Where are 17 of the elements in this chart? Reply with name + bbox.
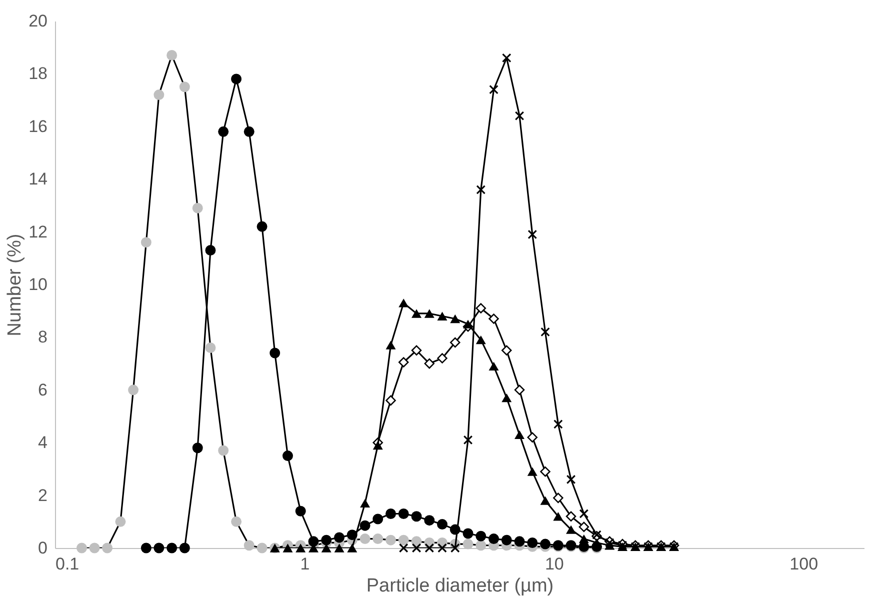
y-tick-label: 12: [28, 222, 48, 242]
y-tick-label: 4: [38, 433, 48, 452]
y-tick-label: 8: [38, 328, 48, 347]
x-axis-title: Particle diameter (µm): [366, 576, 554, 596]
y-tick-label: 14: [28, 170, 48, 189]
x-tick-label: 100: [790, 554, 818, 574]
y-axis-title: Number (%): [4, 234, 26, 336]
x-tick-label: 0.1: [56, 554, 80, 574]
y-tick-label: 6: [38, 380, 48, 400]
y-tick-label: 16: [28, 116, 48, 136]
x-tick-label: 1: [300, 554, 310, 574]
y-tick-label: 10: [28, 275, 48, 294]
y-tick-label: 18: [28, 64, 48, 84]
x-tick-label: 10: [544, 554, 564, 574]
y-tick-label: 20: [28, 12, 48, 30]
y-tick-label: 0: [38, 538, 48, 558]
y-tick-label: 2: [38, 486, 48, 505]
